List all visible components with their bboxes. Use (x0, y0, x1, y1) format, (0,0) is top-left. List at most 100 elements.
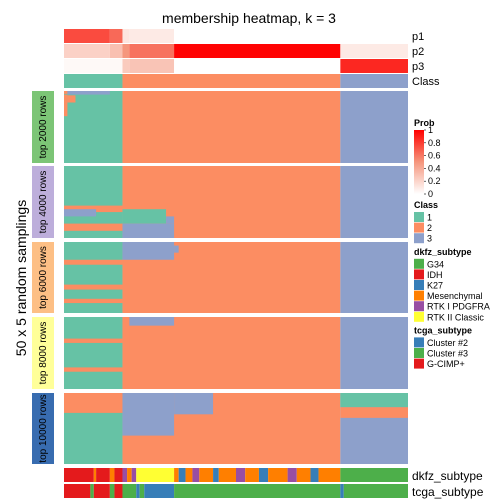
prob-tick-label-0: 1 (428, 125, 433, 135)
annot-cell-dkfz_subtype-5 (122, 468, 128, 482)
body-cell-0-2 (340, 91, 408, 163)
body-block-2-0 (64, 259, 123, 265)
annot-cell-dkfz_subtype-13 (199, 468, 214, 482)
body-block-2-3 (122, 242, 175, 260)
class-cell-1 (122, 74, 341, 88)
legend-item-3-0: Cluster #2 (427, 338, 468, 348)
annot-cell-tcga_subtype-2 (93, 484, 110, 498)
annot-cell-tcga_subtype-6 (136, 484, 140, 498)
body-block-4-2 (174, 393, 214, 415)
class-cell-0 (64, 74, 123, 88)
prob-tick-label-3: 0.4 (428, 163, 441, 173)
prob-cell-p3-2 (129, 59, 175, 73)
legend-swatch-1-0 (414, 212, 424, 222)
body-block-4-4 (340, 407, 408, 418)
annot-cell-dkfz_subtype-20 (287, 468, 297, 482)
annot-cell-tcga_subtype-4 (114, 484, 123, 498)
annotation-tracks: dkfz_subtype tcga_subtype (64, 468, 484, 499)
legend-title-1: Class (414, 200, 438, 210)
row-group-label-3: top 8000 rows (38, 322, 49, 385)
prob-cell-p3-3 (174, 59, 341, 73)
annot-cell-dkfz_subtype-18 (258, 468, 269, 482)
annot-cell-dkfz_subtype-4 (114, 468, 123, 482)
body-block-3-0 (64, 338, 123, 343)
prob-tick-label-5: 0 (428, 189, 433, 199)
legend-swatch-3-1 (414, 348, 424, 358)
legend-title-3: tcga_subtype (414, 325, 472, 335)
track-label-p1: p1 (412, 31, 424, 43)
prob-cell-p2-0 (64, 44, 110, 58)
body-cell-2-2 (340, 242, 408, 313)
row-group-bar-1 (32, 166, 54, 238)
legend-item-1-0: 1 (427, 213, 432, 223)
annot-cell-dkfz_subtype-16 (236, 468, 246, 482)
body-cell-3-1 (122, 317, 341, 389)
annot-cell-dkfz_subtype-11 (185, 468, 193, 482)
annot-cell-tcga_subtype-11 (343, 484, 408, 498)
legend-item-3-2: G-CIMP+ (427, 359, 465, 369)
annot-cell-dkfz_subtype-2 (96, 468, 110, 482)
row-group-bar-3 (32, 317, 54, 389)
annot-cell-dkfz_subtype-7 (131, 468, 137, 482)
row-group-label-2: top 6000 rows (38, 246, 49, 309)
row-group-label-1: top 4000 rows (38, 171, 49, 234)
probability-tracks: p1 p2 p3 Class (64, 29, 440, 88)
legend-item-2-4: RTK I PDGFRA (427, 302, 490, 312)
annot-cell-tcga_subtype-9 (174, 484, 341, 498)
annot-cell-tcga_subtype-1 (90, 484, 94, 498)
legend-item-2-0: G34 (427, 259, 444, 269)
body-cell-1-2 (340, 166, 408, 238)
prob-tick-label-2: 0.6 (428, 151, 441, 161)
annot-cell-dkfz_subtype-12 (192, 468, 200, 482)
body-block-1-3 (122, 209, 167, 224)
annot-cell-tcga_subtype-5 (122, 484, 137, 498)
annot-cell-dkfz_subtype-24 (340, 468, 408, 482)
prob-cell-p1-0 (64, 29, 110, 43)
annot-cell-dkfz_subtype-23 (318, 468, 341, 482)
prob-cell-p1-3 (129, 29, 175, 43)
prob-cell-p2-3 (129, 44, 175, 58)
chart-title: membership heatmap, k = 3 (162, 10, 336, 26)
legend-item-1-2: 3 (427, 234, 432, 244)
body-block-1-0 (64, 205, 123, 213)
annot-cell-dkfz_subtype-19 (268, 468, 288, 482)
legend-item-2-3: Mesenchymal (427, 291, 483, 301)
annot-cell-dkfz_subtype-15 (218, 468, 236, 482)
body-block-0-2 (67, 91, 110, 95)
prob-cell-p2-5 (340, 44, 408, 58)
body-block-3-1 (64, 367, 123, 372)
body-block-4-1 (122, 393, 175, 436)
annot-cell-dkfz_subtype-0 (64, 468, 94, 482)
legend-swatch-2-2 (414, 280, 424, 290)
annot-cell-tcga_subtype-3 (109, 484, 115, 498)
track-label-p3: p3 (412, 61, 424, 73)
heatmap-body: top 2000 rows top 4000 rows top 6000 rows t… (32, 89, 408, 464)
legend-item-3-1: Cluster #3 (427, 349, 468, 359)
prob-cell-p1-4 (174, 29, 341, 43)
annot-cell-dkfz_subtype-9 (174, 468, 179, 482)
legend-swatch-1-2 (414, 233, 424, 244)
prob-cell-p1-5 (340, 29, 408, 43)
legend-swatch-2-3 (414, 290, 424, 301)
row-group-bar-0 (32, 91, 54, 163)
y-axis-label: 50 x 5 random samplings (13, 200, 29, 356)
prob-cell-p2-1 (109, 44, 123, 58)
legend-item-1-1: 2 (427, 223, 432, 233)
prob-cell-p2-2 (122, 44, 130, 58)
annot-cell-dkfz_subtype-17 (245, 468, 259, 482)
legend-swatch-2-5 (414, 311, 424, 322)
body-block-4-0 (64, 393, 123, 413)
row-group-bar-2 (32, 242, 54, 313)
prob-cell-p1-1 (109, 29, 123, 43)
prob-tick-label-4: 0.2 (428, 176, 441, 186)
annot-cell-dkfz_subtype-22 (310, 468, 319, 482)
prob-gradient-bar (414, 130, 424, 194)
body-block-1-5 (166, 216, 175, 224)
annot-cell-tcga_subtype-0 (64, 484, 91, 498)
row-group-bar-4 (32, 393, 54, 464)
body-block-2-2 (64, 298, 123, 304)
legend-swatch-3-0 (414, 337, 424, 348)
annot-label-dkfz_subtype: dkfz_subtype (412, 469, 483, 483)
body-block-1-1 (64, 209, 97, 217)
